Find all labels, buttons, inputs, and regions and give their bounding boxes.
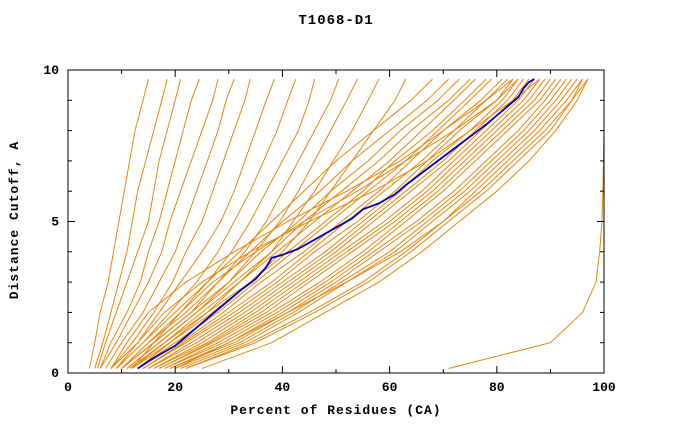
model-curve <box>131 78 519 369</box>
model-curve <box>169 78 562 369</box>
x-tick-label: 0 <box>64 380 72 395</box>
x-tick-label: 40 <box>275 380 291 395</box>
x-tick-label: 80 <box>489 380 505 395</box>
model-curve <box>97 78 182 369</box>
x-tick-label: 60 <box>382 380 398 395</box>
model-curve <box>132 78 380 369</box>
model-curve <box>110 78 275 369</box>
model-curve <box>158 78 541 369</box>
x-tick-label: 20 <box>167 380 183 395</box>
model-curves <box>88 78 604 370</box>
model-curve <box>115 78 540 369</box>
chart-title: T1068-D1 <box>298 13 374 29</box>
model-curve <box>115 78 297 369</box>
model-curve <box>164 78 551 369</box>
y-tick-label: 0 <box>51 366 59 381</box>
model-curve <box>110 78 251 369</box>
model-curve <box>137 78 492 369</box>
y-axis-label: Distance Cutoff, A <box>7 140 22 300</box>
model-curve <box>142 78 514 369</box>
model-curve <box>148 78 519 369</box>
model-curve <box>105 78 235 369</box>
model-curve <box>158 78 546 369</box>
model-curve <box>164 78 557 369</box>
model-curve <box>132 78 487 369</box>
model-curve <box>148 78 524 369</box>
model-curve <box>121 78 460 369</box>
model-curve <box>153 78 535 369</box>
model-curve <box>99 78 200 369</box>
model-curve <box>185 78 589 369</box>
model-curve <box>121 78 449 369</box>
model-curve <box>175 78 573 369</box>
model-curve <box>201 78 589 369</box>
model-curve <box>110 78 514 369</box>
y-tick-label: 5 <box>51 215 59 230</box>
x-axis-label: Percent of Residues (CA) <box>230 403 442 418</box>
model-curve <box>88 78 149 369</box>
model-curve <box>129 78 476 369</box>
model-curve <box>99 78 219 369</box>
model-curve <box>137 78 503 369</box>
model-curve <box>94 78 168 369</box>
model-curve <box>180 78 578 369</box>
y-tick-label: 10 <box>43 63 59 78</box>
x-tick-label: 100 <box>592 380 616 395</box>
highlight-curve <box>137 78 535 370</box>
model-curve <box>169 78 567 369</box>
model-curve <box>448 79 604 369</box>
model-curve <box>174 78 583 369</box>
model-curve <box>115 78 433 369</box>
model-curve <box>121 78 316 369</box>
